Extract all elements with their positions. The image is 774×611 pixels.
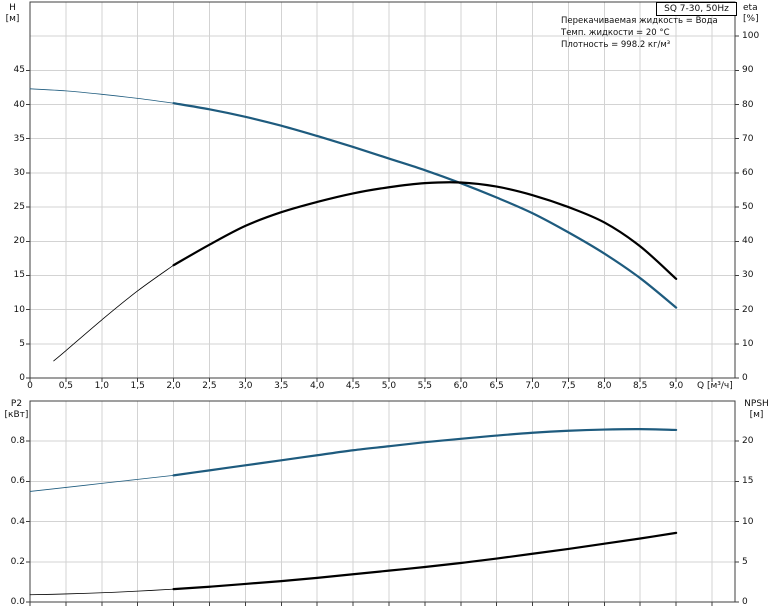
x-tick-label: 6,0: [453, 381, 468, 391]
npsh-axis-unit: [м]: [749, 410, 764, 420]
p2-tick-label: 0.0: [10, 597, 25, 607]
p2-axis-name: P2: [10, 399, 23, 409]
x-tick-label: 9,0: [668, 381, 684, 391]
eta-axis-name: eta: [743, 3, 758, 13]
curve-npsh: [172, 531, 678, 591]
x-tick-label: 4,5: [345, 381, 361, 391]
x-tick-label: 0,5: [58, 381, 74, 391]
p2-tick-label: 0.6: [10, 476, 25, 487]
curve-h: [172, 102, 678, 309]
x-tick-label: 1,5: [130, 381, 145, 391]
x-tick-label: 4,0: [309, 381, 325, 391]
eta-tick-label: 40: [742, 236, 754, 247]
eta-tick-label: 100: [742, 31, 760, 42]
x-tick-label: 5,5: [417, 381, 432, 391]
npsh-tick-label: 15: [742, 476, 754, 487]
npsh-axis-name: NPSH: [744, 399, 769, 409]
h-axis-unit: [м]: [5, 14, 20, 24]
h-tick-label: 35: [13, 133, 25, 144]
npsh-axis-title: NPSH [м]: [739, 399, 774, 421]
h-tick-label: 0: [19, 373, 25, 383]
pump-model-badge: SQ 7-30, 50Hz: [656, 2, 737, 16]
eta-tick-label: 90: [742, 65, 754, 76]
curve-p2: [172, 428, 678, 477]
x-tick-label: 7,0: [525, 381, 540, 391]
npsh-tick-label: 0: [742, 597, 748, 607]
p2-tick-label: 0.8: [10, 436, 25, 447]
p2-axis-title: P2 [кВт]: [2, 399, 31, 421]
h-tick-label: 40: [13, 99, 25, 110]
npsh-tick-label: 10: [742, 516, 754, 527]
x-tick-label: 2,5: [202, 381, 217, 391]
x-tick-label: 6,5: [489, 381, 504, 391]
h-tick-label: 10: [13, 304, 25, 315]
npsh-tick-label: 20: [742, 436, 754, 447]
npsh-tick-label: 5: [742, 556, 748, 567]
info-line-density: Плотность = 998.2 кг/м³: [561, 40, 671, 50]
eta-tick-label: 60: [742, 167, 754, 178]
info-line-temperature: Темп. жидкости = 20 °C: [561, 28, 670, 38]
q-axis-title: Q [м³/ч]: [697, 381, 733, 391]
curve-eta: [172, 181, 678, 280]
h-axis-name: H: [9, 3, 16, 13]
eta-tick-label: 30: [742, 270, 754, 281]
curve-h-thin: [29, 88, 174, 104]
h-tick-label: 20: [13, 236, 25, 247]
h-tick-label: 30: [13, 167, 25, 178]
x-tick-label: 8,5: [633, 381, 648, 391]
eta-tick-label: 80: [742, 99, 754, 110]
x-tick-label: 3,5: [274, 381, 289, 391]
curve-npsh-thin: [29, 588, 174, 596]
x-tick-label: 7,5: [561, 381, 576, 391]
h-tick-label: 25: [13, 202, 25, 213]
eta-tick-label: 50: [742, 202, 754, 213]
x-tick-label: 3,0: [238, 381, 253, 391]
h-tick-label: 45: [13, 65, 25, 76]
h-tick-label: 5: [19, 338, 25, 349]
info-line-fluid: Перекачиваемая жидкость = Вода: [561, 16, 718, 26]
x-tick-label: 5,0: [381, 381, 397, 391]
curve-p2-thin: [29, 474, 174, 492]
x-tick-label: 2,0: [166, 381, 181, 391]
fluid-info-block: Перекачиваемая жидкость = Вода Темп. жид…: [561, 15, 718, 51]
p2-tick-label: 0.4: [10, 516, 25, 527]
plot-border: [29, 400, 736, 603]
h-axis-title: H [м]: [0, 3, 25, 25]
x-tick-label: 8,0: [597, 381, 612, 391]
plot-border: [29, 1, 736, 379]
eta-axis-unit: [%]: [743, 14, 759, 24]
x-tick-label: 1,0: [94, 381, 109, 391]
p2-tick-label: 0.2: [10, 556, 25, 567]
h-tick-label: 15: [13, 270, 25, 281]
p2-axis-unit: [кВт]: [4, 410, 29, 420]
eta-tick-label: 70: [742, 133, 754, 144]
eta-tick-label: 0: [742, 373, 748, 383]
eta-tick-label: 20: [742, 304, 754, 315]
x-tick-label: 0: [27, 381, 33, 391]
eta-tick-label: 10: [742, 338, 754, 349]
curve-eta-thin: [53, 264, 174, 362]
eta-axis-title: eta [%]: [743, 3, 773, 25]
